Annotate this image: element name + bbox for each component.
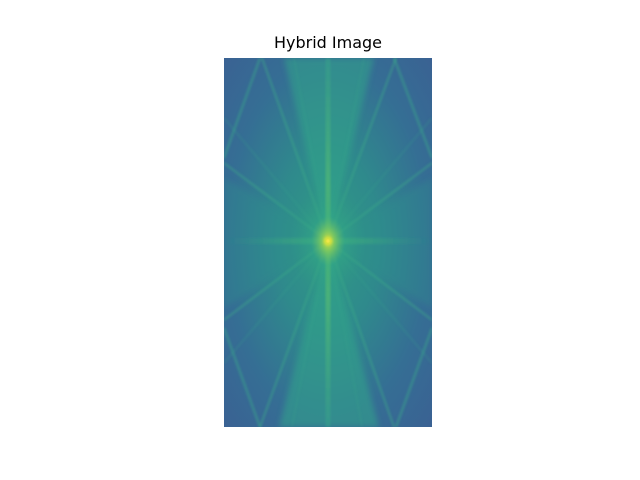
figure-title: Hybrid Image	[273, 33, 383, 52]
hybrid-image-spectrum	[224, 58, 432, 427]
fft-spectrum-image	[224, 58, 432, 427]
